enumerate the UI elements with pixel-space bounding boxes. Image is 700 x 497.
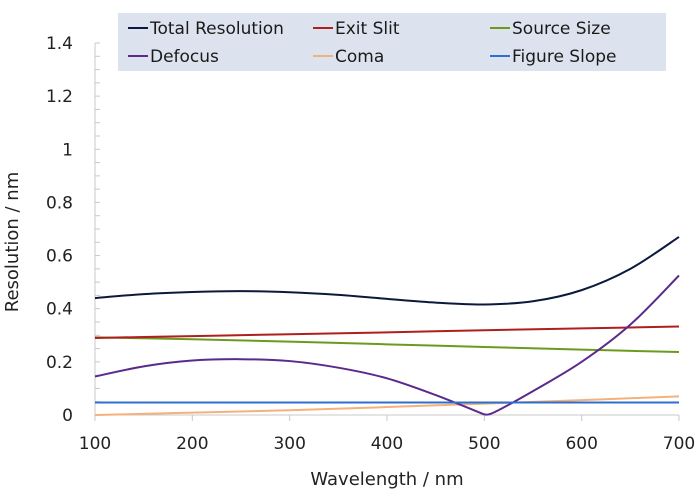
series-line-defocus xyxy=(94,274,680,416)
legend-label-total-resolution: Total Resolution xyxy=(149,19,284,39)
legend-label-source-size: Source Size xyxy=(512,19,611,39)
x-tick-label: 500 xyxy=(468,434,500,454)
legend-label-exit-slit: Exit Slit xyxy=(335,19,400,39)
series-line-coma xyxy=(94,395,680,416)
y-tick-label: 0.8 xyxy=(46,193,73,213)
y-axis-title: Resolution / nm xyxy=(2,172,23,313)
legend: Total Resolution Exit Slit Source Size Defo… xyxy=(118,13,666,71)
x-tick-label: 200 xyxy=(176,434,208,454)
legend-label-figure-slope: Figure Slope xyxy=(512,47,616,67)
y-tick-label: 1 xyxy=(62,140,73,160)
y-tick-label: 1.4 xyxy=(46,34,73,54)
x-axis-title: Wavelength / nm xyxy=(310,469,463,490)
y-tick-label: 0 xyxy=(62,406,73,426)
x-tick-label: 400 xyxy=(371,434,403,454)
y-tick-label: 0.6 xyxy=(46,247,73,267)
x-tick-label: 100 xyxy=(79,434,111,454)
x-tick-label: 700 xyxy=(663,434,695,454)
y-tick-label: 0.2 xyxy=(46,353,73,373)
series-line-source-size xyxy=(94,336,680,354)
series-line-exit-slit xyxy=(94,325,680,339)
legend-label-defocus: Defocus xyxy=(150,47,219,67)
x-tick-label: 300 xyxy=(273,434,305,454)
series-line-total-resolution xyxy=(94,236,680,306)
series-layer xyxy=(94,236,680,416)
legend-label-coma: Coma xyxy=(335,47,384,67)
y-tick-label: 0.4 xyxy=(46,300,73,320)
x-tick-label: 600 xyxy=(565,434,597,454)
legend-background xyxy=(118,13,666,71)
y-tick-label: 1.2 xyxy=(46,87,73,107)
plot-area: 0 0.2 0.4 0.6 0.8 1 1.2 1.4 100 200 300 400 500 600 70… xyxy=(46,34,695,454)
